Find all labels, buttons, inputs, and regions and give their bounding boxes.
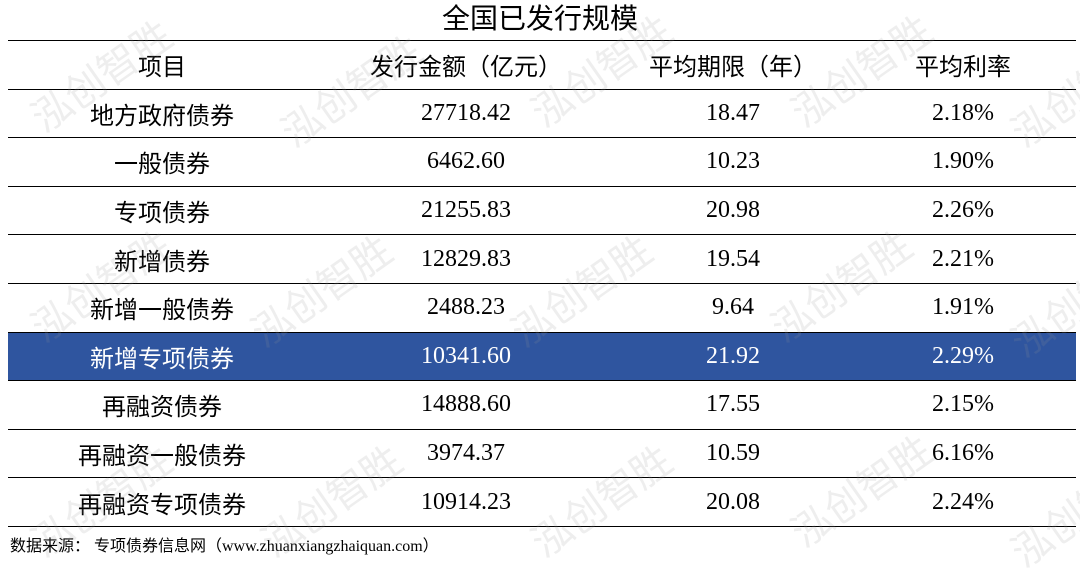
header-cell: 平均期限（年） — [616, 40, 850, 90]
cell: 17.55 — [616, 380, 850, 430]
row-label: 一般债券 — [8, 137, 316, 187]
cell: 12829.83 — [316, 234, 616, 284]
row-label: 新增债券 — [8, 234, 316, 284]
cell: 10914.23 — [316, 477, 616, 527]
row-label: 专项债券 — [8, 185, 316, 235]
page: {"header": {"title": "全国已发行规模"}, "table"… — [8, 4, 1080, 577]
row-label: 再融资一般债券 — [8, 428, 316, 478]
cell: 2.21% — [850, 234, 1076, 284]
table-row: 再融资债券 14888.60 17.55 2.15% — [8, 380, 1076, 430]
cell: 21255.83 — [316, 185, 616, 235]
cell: 20.98 — [616, 185, 850, 235]
table-row: 新增专项债券 10341.60 21.92 2.29% — [8, 331, 1076, 381]
row-label: 新增一般债券 — [8, 282, 316, 333]
header-cell: 项目 — [8, 40, 316, 90]
row-label: 地方政府债券 — [8, 88, 316, 138]
cell: 14888.60 — [316, 380, 616, 430]
table-row: 一般债券 6462.60 10.23 1.90% — [8, 137, 1076, 187]
cell: 18.47 — [616, 88, 850, 138]
table-title: 全国已发行规模 — [441, 4, 638, 35]
cell: 6.16% — [850, 428, 1076, 478]
cell: 1.91% — [850, 282, 1076, 333]
cell: 2.18% — [850, 88, 1076, 138]
header-row: 项目 发行金额（亿元） 平均期限（年） 平均利率 — [8, 40, 1076, 90]
table-row: 地方政府债券 27718.42 18.47 2.18% — [8, 88, 1076, 138]
cell: 2.29% — [850, 331, 1076, 381]
row-label: 再融资债券 — [8, 380, 316, 430]
cell: 2.15% — [850, 380, 1076, 430]
cell: 3974.37 — [316, 428, 616, 478]
cell: 19.54 — [616, 234, 850, 284]
cell: 9.64 — [616, 282, 850, 333]
cell: 10.23 — [616, 137, 850, 187]
cell: 6462.60 — [316, 137, 616, 187]
cell: 20.08 — [616, 477, 850, 527]
cell: 2.26% — [850, 185, 1076, 235]
source-note: 数据来源： 专项债券信息网（www.zhuanxiangzhaiquan.com… — [10, 538, 439, 555]
table-row: 再融资一般债券 3974.37 10.59 6.16% — [8, 428, 1076, 478]
table-row: 专项债券 21255.83 20.98 2.26% — [8, 185, 1076, 235]
cell: 2.24% — [850, 477, 1076, 527]
row-label: 再融资专项债券 — [8, 477, 316, 527]
header-cell: 平均利率 — [850, 40, 1076, 90]
cell: 1.90% — [850, 137, 1076, 187]
table-row: 新增债券 12829.83 19.54 2.21% — [8, 234, 1076, 284]
cell: 27718.42 — [316, 88, 616, 138]
row-label: 新增专项债券 — [8, 331, 316, 381]
table-row: 再融资专项债券 10914.23 20.08 2.24% — [8, 477, 1076, 527]
header-cell: 发行金额（亿元） — [316, 40, 616, 90]
cell: 21.92 — [616, 331, 850, 381]
cell: 10.59 — [616, 428, 850, 478]
cell: 2488.23 — [316, 282, 616, 333]
cell: 10341.60 — [316, 331, 616, 381]
table-row: 新增一般债券 2488.23 9.64 1.91% — [8, 282, 1076, 333]
data-table: 项目 发行金额（亿元） 平均期限（年） 平均利率 地方政府债券 27718.42 18.47… — [8, 40, 1076, 527]
